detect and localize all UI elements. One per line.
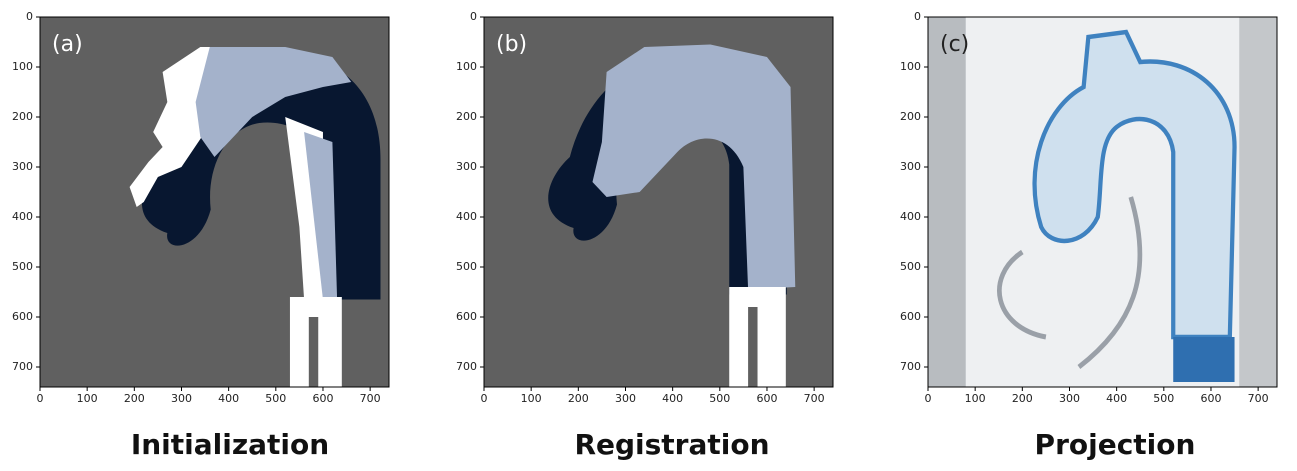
- figure: Initialization Registration Projection (…: [0, 0, 1297, 467]
- x-tick-label: 300: [171, 392, 192, 405]
- panel-label: (a): [52, 32, 83, 57]
- x-tick-label: 500: [265, 392, 286, 405]
- x-tick-label: 600: [1200, 392, 1221, 405]
- x-tick-label: 400: [218, 392, 239, 405]
- x-tick-label: 600: [312, 392, 333, 405]
- x-tick-label: 500: [709, 392, 730, 405]
- y-tick-label: 600: [900, 310, 921, 323]
- y-tick-label: 200: [12, 110, 33, 123]
- x-tick-label: 0: [925, 392, 932, 405]
- image-registration: [484, 17, 833, 387]
- y-tick-label: 300: [12, 160, 33, 173]
- x-tick-label: 200: [124, 392, 145, 405]
- x-tick-label: 100: [521, 392, 542, 405]
- y-tick-label: 300: [456, 160, 477, 173]
- y-tick-label: 700: [456, 360, 477, 373]
- y-tick-label: 200: [456, 110, 477, 123]
- y-tick-label: 400: [900, 210, 921, 223]
- y-tick-label: 400: [12, 210, 33, 223]
- y-tick-label: 500: [456, 260, 477, 273]
- y-tick-label: 400: [456, 210, 477, 223]
- caption: Initialization: [131, 428, 329, 461]
- x-tick-label: 200: [1012, 392, 1033, 405]
- x-tick-label: 200: [568, 392, 589, 405]
- x-tick-label: 400: [662, 392, 683, 405]
- x-tick-label: 300: [1059, 392, 1080, 405]
- y-tick-label: 0: [470, 10, 477, 23]
- y-tick-label: 700: [12, 360, 33, 373]
- x-tick-label: 100: [77, 392, 98, 405]
- caption: Projection: [1035, 428, 1196, 461]
- y-tick-label: 600: [456, 310, 477, 323]
- y-tick-label: 100: [12, 60, 33, 73]
- y-tick-label: 700: [900, 360, 921, 373]
- y-tick-label: 0: [914, 10, 921, 23]
- x-tick-label: 0: [37, 392, 44, 405]
- y-tick-label: 600: [12, 310, 33, 323]
- y-tick-label: 200: [900, 110, 921, 123]
- x-tick-label: 100: [965, 392, 986, 405]
- y-tick-label: 0: [26, 10, 33, 23]
- caption: Registration: [574, 428, 769, 461]
- y-tick-label: 100: [456, 60, 477, 73]
- image-projection: [928, 17, 1277, 387]
- x-tick-label: 700: [360, 392, 381, 405]
- x-tick-label: 600: [756, 392, 777, 405]
- x-tick-label: 500: [1153, 392, 1174, 405]
- panel-label: (c): [940, 32, 969, 57]
- x-tick-label: 700: [1248, 392, 1269, 405]
- x-tick-label: 700: [804, 392, 825, 405]
- y-tick-label: 300: [900, 160, 921, 173]
- y-tick-label: 500: [12, 260, 33, 273]
- y-tick-label: 500: [900, 260, 921, 273]
- x-tick-label: 400: [1106, 392, 1127, 405]
- image-initialization: [40, 17, 389, 387]
- y-tick-label: 100: [900, 60, 921, 73]
- panel-label: (b): [496, 32, 527, 57]
- x-tick-label: 300: [615, 392, 636, 405]
- x-tick-label: 0: [481, 392, 488, 405]
